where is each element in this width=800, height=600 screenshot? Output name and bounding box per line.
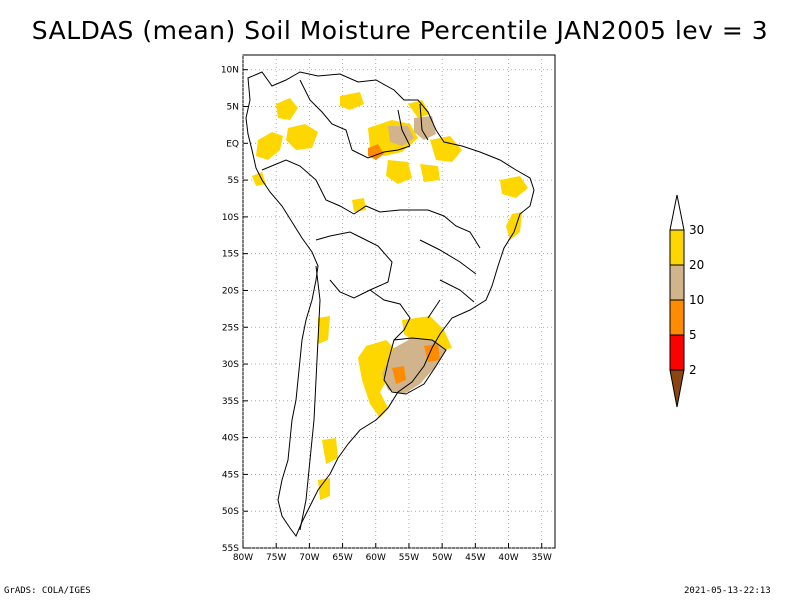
lon-tick-label: 75W [266, 553, 286, 563]
lat-tick-label: 10N [221, 66, 239, 76]
yellow-patch-patagonia [318, 478, 330, 500]
lon-tick-label: 70W [299, 553, 319, 563]
colorbar-label: 10 [689, 293, 704, 307]
border-argentina-chile [299, 265, 321, 531]
yellow-patch-paraguay-south [358, 340, 398, 418]
colorbar-arrow-bottom [669, 369, 685, 408]
colorbar-label: 30 [689, 223, 704, 237]
lat-tick-label: EQ [226, 139, 239, 149]
colorbar-box-5-10 [669, 299, 685, 336]
border-venezuela-brazil [351, 145, 411, 159]
colorbar-label: 5 [689, 328, 697, 342]
footer-left: GrADS: COLA/IGES [4, 586, 91, 596]
border-guianas [397, 103, 429, 147]
border-brazil-interior [353, 205, 481, 249]
lat-tick-label: 20S [222, 286, 239, 296]
border-bolivia [315, 231, 393, 299]
lon-tick-label: 55W [399, 553, 419, 563]
border-brazil-states [419, 239, 477, 319]
continent-outline [245, 71, 535, 537]
colorbar-box-10-20 [669, 264, 685, 301]
colorbar-label: 2 [689, 363, 697, 377]
lon-tick-label: 60W [366, 553, 386, 563]
lat-tick-label: 5N [227, 103, 239, 113]
lon-tick-label: 80W [233, 553, 253, 563]
lat-tick-label: 50S [222, 507, 239, 517]
border-peru-brazil [315, 179, 355, 215]
tan-patch-amapa [414, 116, 436, 140]
lat-tick-label: 10S [222, 213, 239, 223]
orange-patch-rs-2 [392, 366, 406, 384]
footer-right: 2021-05-13-22:13 [684, 586, 771, 596]
yellow-patch-amazon-2 [420, 164, 440, 182]
coastline-south-america [245, 71, 535, 537]
lon-tick-label: 35W [532, 553, 552, 563]
lat-tick-label: 25S [222, 323, 239, 333]
colorbar-box-20-30 [669, 229, 685, 266]
colorbar-box-2-5 [669, 334, 685, 371]
map-grid: 10N 5N EQ 5S 10S 15S 20S 25S 30S 35S 40S 45S 50S 55S8… [221, 55, 555, 563]
yellow-patch-argentina-mid [318, 316, 330, 344]
yellow-patch-north-1 [286, 124, 318, 150]
lat-tick-label: 35S [222, 397, 239, 407]
lat-tick-label: 45S [222, 470, 239, 480]
yellow-patch-argentina-south [322, 438, 338, 464]
colorbar-label: 20 [689, 258, 704, 272]
colorbar-arrow-top [669, 194, 685, 231]
border-colombia-peru [261, 159, 317, 181]
yellow-patch-amapa [408, 100, 430, 118]
yellow-patch-peru [252, 172, 266, 186]
lat-tick-label: 15S [222, 250, 239, 260]
yellow-patch-venezuela [340, 92, 364, 110]
lon-tick-label: 40W [498, 553, 518, 563]
border-paraguay [369, 289, 411, 341]
yellow-patch-northeast [500, 176, 528, 198]
lat-tick-label: 30S [222, 360, 239, 370]
lat-tick-label: 55S [222, 544, 239, 554]
yellow-patch-colombia [256, 132, 283, 160]
yellow-patch-north-2 [276, 98, 298, 120]
chart-title: SALDAS (mean) Soil Moisture Percentile J… [31, 16, 769, 45]
lat-tick-label: 5S [228, 176, 240, 186]
yellow-patch-south-brazil [402, 316, 452, 352]
lon-tick-label: 65W [332, 553, 352, 563]
lat-tick-label: 40S [222, 434, 239, 444]
border-uruguay [383, 337, 447, 395]
lon-tick-label: 50W [432, 553, 452, 563]
border-colombia-venezuela [299, 79, 353, 151]
yellow-patch-amazon [386, 160, 412, 184]
lon-tick-label: 45W [465, 553, 485, 563]
yellow-patch-para [430, 136, 462, 162]
